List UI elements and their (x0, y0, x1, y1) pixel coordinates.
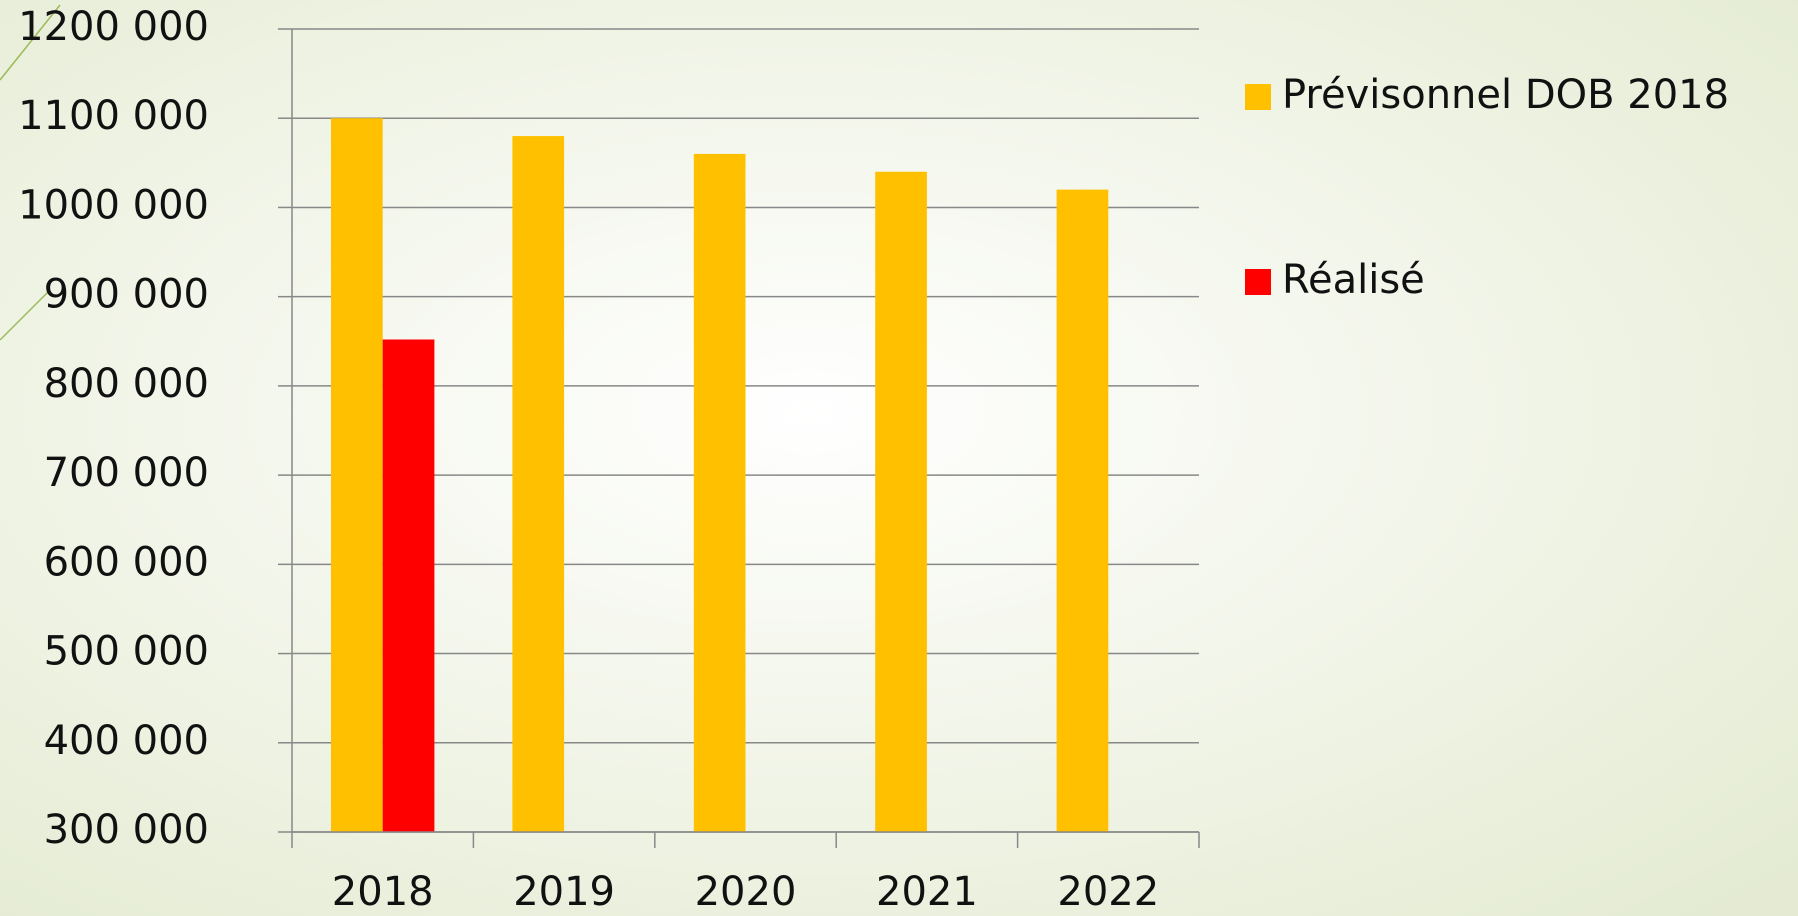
x-tick-label: 2021 (876, 869, 978, 915)
decoration (0, 4, 61, 81)
bar (512, 136, 565, 833)
legend-swatch (1245, 269, 1271, 295)
decoration (0, 289, 51, 341)
y-tick-label: 900 000 (44, 272, 209, 318)
legend-label: Prévisonnel DOB 2018 (1282, 72, 1729, 118)
y-tick-label: 1000 000 (18, 182, 209, 228)
x-tick-label: 2022 (1057, 869, 1159, 915)
bar (693, 153, 746, 832)
y-tick-label: 800 000 (44, 361, 209, 407)
y-tick-label: 600 000 (44, 539, 209, 585)
legend-swatch (1245, 84, 1271, 110)
y-tick-label: 300 000 (44, 807, 209, 853)
y-tick-label: 1200 000 (18, 4, 209, 50)
x-tick-label: 2020 (695, 869, 797, 915)
x-tick-label: 2018 (332, 869, 434, 915)
y-tick-label: 500 000 (44, 629, 209, 675)
y-tick-label: 400 000 (44, 718, 209, 764)
bar (331, 118, 383, 832)
y-tick-label: 700 000 (44, 450, 209, 496)
bar (875, 171, 927, 832)
bar (1056, 189, 1109, 833)
legend-label: Réalisé (1282, 257, 1425, 303)
y-tick-label: 1100 000 (18, 93, 209, 139)
bar (382, 339, 435, 832)
x-tick-label: 2019 (513, 869, 615, 915)
